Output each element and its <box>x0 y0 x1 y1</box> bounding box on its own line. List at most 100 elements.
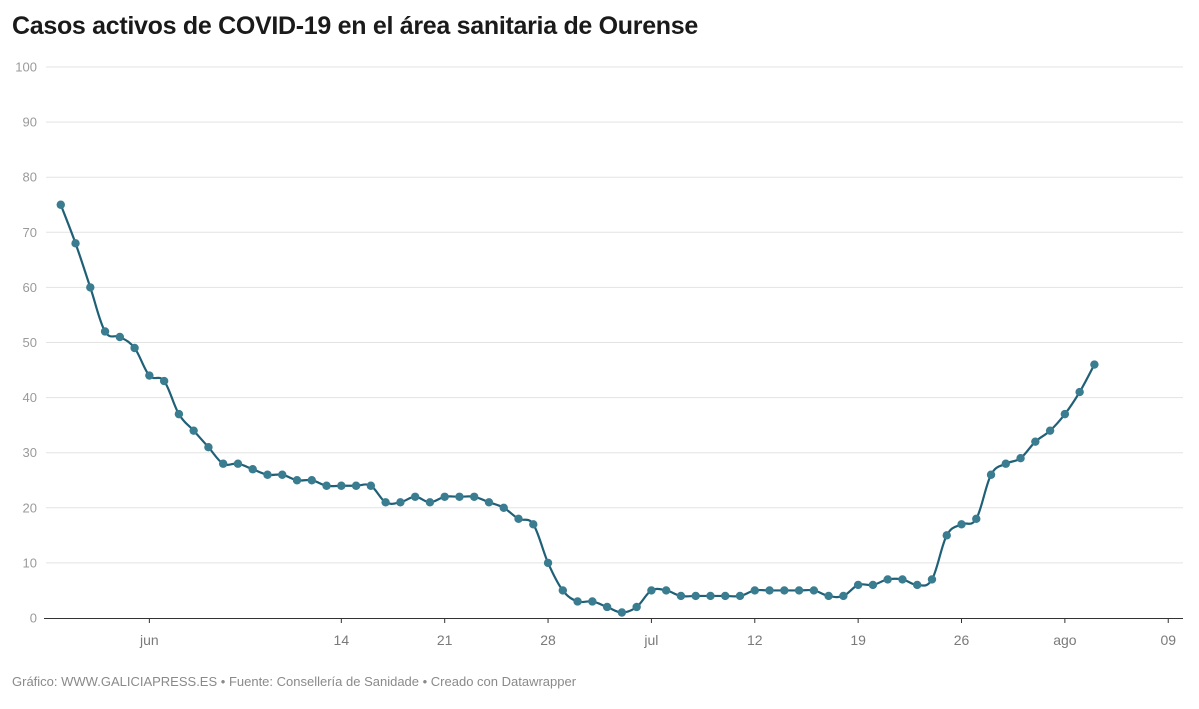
data-point <box>824 591 833 601</box>
footer-separator: • <box>217 674 229 689</box>
data-point <box>883 575 892 584</box>
footer-credit: Gráfico: WWW.GALICIAPRESS.ES <box>12 674 218 689</box>
data-point <box>1045 426 1055 435</box>
data-point <box>853 580 863 590</box>
series-line-layer <box>59 203 1096 614</box>
y-tick-label: 70 <box>23 225 37 240</box>
data-point <box>174 409 184 419</box>
data-point <box>972 514 981 524</box>
data-point <box>750 586 759 595</box>
data-point <box>307 476 316 485</box>
data-point <box>115 332 125 342</box>
data-point <box>278 470 287 479</box>
data-point <box>1090 360 1099 369</box>
data-points <box>56 200 1099 617</box>
data-point <box>366 481 376 490</box>
y-tick-label: 100 <box>15 60 37 75</box>
footer-separator: • <box>419 674 431 689</box>
data-point <box>617 608 627 617</box>
data-point <box>632 602 641 612</box>
chart-title: Casos activos de COVID-19 en el área san… <box>12 12 698 40</box>
data-point <box>410 492 420 501</box>
data-point <box>218 459 228 468</box>
data-point <box>691 591 700 601</box>
y-tick-label: 40 <box>23 390 37 405</box>
data-point <box>765 586 774 595</box>
data-point <box>1016 454 1025 463</box>
data-point <box>529 520 538 529</box>
footer-tool: Creado con Datawrapper <box>430 674 577 689</box>
data-point <box>913 580 922 590</box>
data-point <box>322 481 331 490</box>
y-tick-label: 10 <box>23 555 37 570</box>
data-point <box>706 591 715 601</box>
x-tick-label: 28 <box>540 632 556 648</box>
data-point <box>1001 459 1011 468</box>
data-point <box>1031 437 1040 446</box>
y-tick-label: 50 <box>23 335 37 350</box>
data-point <box>100 327 110 336</box>
data-point <box>809 586 819 595</box>
series-line <box>59 203 1096 614</box>
data-point <box>588 597 597 606</box>
y-tick-label: 60 <box>23 280 37 295</box>
data-point <box>676 591 686 601</box>
data-point <box>484 498 494 507</box>
data-point <box>942 531 951 540</box>
x-tick-label: 14 <box>334 632 350 648</box>
data-point <box>159 376 169 386</box>
data-point <box>957 520 966 529</box>
data-point <box>425 498 435 507</box>
x-tick-label: jun <box>139 632 159 648</box>
y-axis-labels: 0 10 20 30 40 50 60 70 80 90 100 <box>15 60 37 626</box>
data-point <box>130 343 139 353</box>
x-tick-label: 19 <box>850 632 866 648</box>
data-point <box>868 580 878 590</box>
data-point <box>381 498 390 507</box>
data-point <box>71 239 80 248</box>
data-point <box>56 200 65 209</box>
data-point <box>248 465 257 474</box>
data-point <box>189 426 198 435</box>
y-tick-label: 30 <box>23 445 37 460</box>
gridlines <box>46 66 1183 564</box>
data-point <box>263 470 272 479</box>
data-point <box>455 492 464 501</box>
data-point <box>721 591 730 601</box>
data-point <box>1075 387 1084 397</box>
x-tick-label: jul <box>643 632 658 648</box>
y-tick-label: 80 <box>23 170 37 185</box>
data-point <box>440 492 449 501</box>
data-point <box>86 283 95 292</box>
y-tick-label: 20 <box>23 500 37 515</box>
x-tick-label: ago <box>1053 632 1077 648</box>
data-point <box>558 586 568 595</box>
x-tick-label: 26 <box>954 632 970 648</box>
data-point <box>145 371 154 380</box>
data-point <box>396 498 405 507</box>
data-point <box>602 602 612 612</box>
data-point <box>499 503 508 512</box>
data-point <box>661 586 671 595</box>
data-point <box>780 586 789 595</box>
data-point <box>470 492 479 501</box>
data-point <box>573 597 582 606</box>
footer-source: Fuente: Consellería de Sanidade <box>228 674 420 689</box>
chart-footer: Gráfico: WWW.GALICIAPRESS.ES • Fuente: C… <box>12 674 576 689</box>
x-axis: jun 14 21 28 jul 12 19 26 ago 09 <box>44 618 1183 648</box>
data-point <box>514 514 523 524</box>
data-point <box>735 591 745 601</box>
data-point <box>839 591 848 601</box>
y-tick-label: 0 <box>30 611 37 626</box>
data-point <box>543 558 553 568</box>
data-point <box>337 481 346 490</box>
data-point <box>647 586 656 595</box>
x-tick-label: 21 <box>437 632 453 648</box>
data-point <box>927 575 937 584</box>
y-tick-label: 90 <box>23 115 37 130</box>
data-point <box>986 470 996 479</box>
data-point <box>794 586 804 595</box>
data-point <box>292 476 302 485</box>
data-point <box>204 442 213 452</box>
